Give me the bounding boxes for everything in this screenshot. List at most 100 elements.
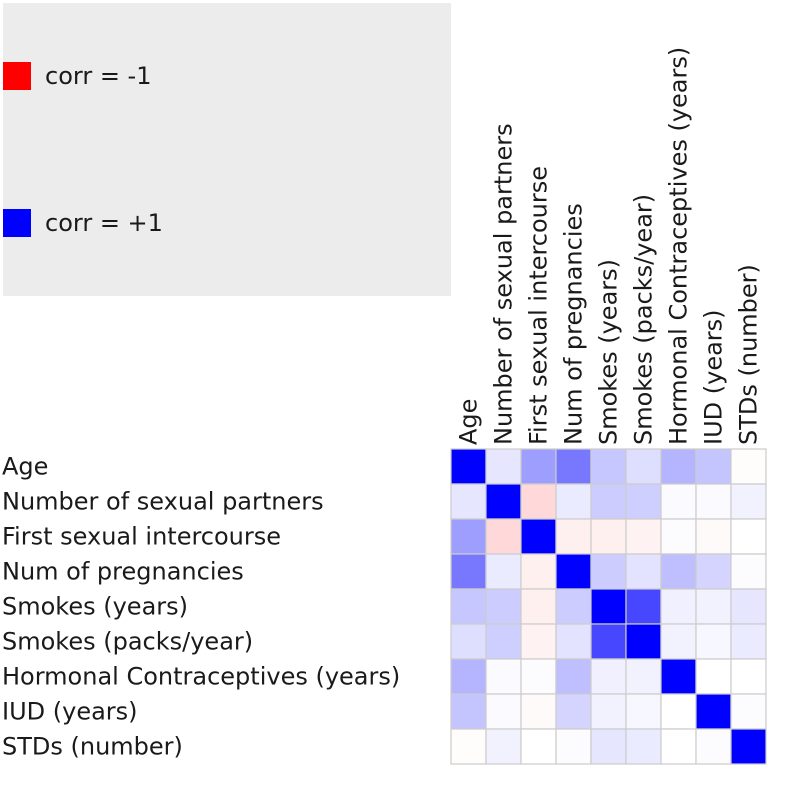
heatmap-cell-6-6	[660, 658, 697, 695]
heatmap-cell-8-8	[730, 728, 767, 765]
heatmap-cell-0-2	[520, 448, 557, 485]
legend: corr = -1 corr = +1	[3, 3, 451, 296]
col-label-age: Age	[455, 399, 483, 445]
heatmap-cell-5-1	[485, 623, 522, 660]
heatmap-cell-0-0	[450, 448, 487, 485]
heatmap-cell-8-5	[625, 728, 662, 765]
heatmap-cell-3-6	[660, 553, 697, 590]
heatmap-cell-7-3	[555, 693, 592, 730]
heatmap-cell-2-8	[730, 518, 767, 555]
heatmap-cell-5-7	[695, 623, 732, 660]
heatmap-cell-4-5	[625, 588, 662, 625]
heatmap-cell-6-1	[485, 658, 522, 695]
heatmap-cell-0-8	[730, 448, 767, 485]
heatmap-cell-6-7	[695, 658, 732, 695]
heatmap-cell-2-0	[450, 518, 487, 555]
heatmap-cell-2-1	[485, 518, 522, 555]
heatmap-cell-2-7	[695, 518, 732, 555]
row-label-stds-number: STDs (number)	[2, 733, 183, 761]
row-label-age: Age	[2, 453, 48, 481]
heatmap-cell-3-1	[485, 553, 522, 590]
row-label-smokes-packs-year: Smokes (packs/year)	[2, 628, 253, 656]
heatmap-cell-3-8	[730, 553, 767, 590]
row-label-iud-years: IUD (years)	[2, 698, 138, 726]
row-label-smokes-years: Smokes (years)	[2, 593, 188, 621]
heatmap-cell-5-8	[730, 623, 767, 660]
heatmap-cell-1-5	[625, 483, 662, 520]
heatmap-cell-8-4	[590, 728, 627, 765]
heatmap-cell-4-0	[450, 588, 487, 625]
heatmap-cell-2-3	[555, 518, 592, 555]
heatmap-cell-8-0	[450, 728, 487, 765]
heatmap-cell-1-0	[450, 483, 487, 520]
heatmap-cell-6-3	[555, 658, 592, 695]
heatmap-cell-1-1	[485, 483, 522, 520]
heatmap-cell-5-4	[590, 623, 627, 660]
heatmap-cell-1-4	[590, 483, 627, 520]
heatmap-cell-3-7	[695, 553, 732, 590]
heatmap-cell-0-4	[590, 448, 627, 485]
heatmap-cell-8-2	[520, 728, 557, 765]
heatmap-cell-5-6	[660, 623, 697, 660]
heatmap-cell-7-1	[485, 693, 522, 730]
col-label-smokes-years: Smokes (years)	[595, 259, 623, 445]
heatmap-cell-3-2	[520, 553, 557, 590]
heatmap-cell-7-7	[695, 693, 732, 730]
heatmap-cell-1-8	[730, 483, 767, 520]
heatmap-cell-6-0	[450, 658, 487, 695]
heatmap-cell-2-5	[625, 518, 662, 555]
heatmap-cell-4-6	[660, 588, 697, 625]
heatmap-cell-7-4	[590, 693, 627, 730]
heatmap-cell-8-3	[555, 728, 592, 765]
col-label-iud-years: IUD (years)	[700, 309, 728, 445]
heatmap-cell-0-7	[695, 448, 732, 485]
row-label-number-of-sexual-partners: Number of sexual partners	[2, 488, 324, 516]
col-label-stds-number: STDs (number)	[735, 264, 763, 445]
heatmap-cell-0-5	[625, 448, 662, 485]
heatmap-cell-2-2	[520, 518, 557, 555]
heatmap-cell-4-3	[555, 588, 592, 625]
heatmap-cell-7-8	[730, 693, 767, 730]
heatmap-cell-5-5	[625, 623, 662, 660]
heatmap-cell-4-2	[520, 588, 557, 625]
heatmap-cell-8-6	[660, 728, 697, 765]
heatmap-cell-2-4	[590, 518, 627, 555]
row-label-hormonal-contraceptives-years: Hormonal Contraceptives (years)	[2, 663, 400, 691]
heatmap-cell-4-4	[590, 588, 627, 625]
heatmap-cell-0-6	[660, 448, 697, 485]
heatmap-cell-6-8	[730, 658, 767, 695]
legend-label-negative: corr = -1	[45, 62, 152, 90]
heatmap-cell-1-2	[520, 483, 557, 520]
heatmap-cell-3-3	[555, 553, 592, 590]
heatmap-cell-8-1	[485, 728, 522, 765]
row-label-num-of-pregnancies: Num of pregnancies	[2, 558, 244, 586]
heatmap-cell-6-4	[590, 658, 627, 695]
heatmap-cell-0-1	[485, 448, 522, 485]
heatmap-cell-3-4	[590, 553, 627, 590]
legend-swatch-negative	[3, 62, 31, 90]
legend-swatch-positive	[3, 209, 31, 237]
heatmap-cell-6-2	[520, 658, 557, 695]
heatmap-cell-5-0	[450, 623, 487, 660]
heatmap-cell-5-2	[520, 623, 557, 660]
heatmap-cell-8-7	[695, 728, 732, 765]
row-label-first-sexual-intercourse: First sexual intercourse	[2, 523, 281, 551]
heatmap-cell-1-3	[555, 483, 592, 520]
heatmap-cell-4-1	[485, 588, 522, 625]
heatmap-cell-6-5	[625, 658, 662, 695]
heatmap-cell-3-0	[450, 553, 487, 590]
heatmap-cell-2-6	[660, 518, 697, 555]
heatmap-cell-4-8	[730, 588, 767, 625]
col-label-number-of-sexual-partners: Number of sexual partners	[490, 123, 518, 445]
heatmap-cell-7-2	[520, 693, 557, 730]
col-label-smokes-packs-year: Smokes (packs/year)	[630, 194, 658, 445]
heatmap-cell-1-6	[660, 483, 697, 520]
heatmap-cell-7-6	[660, 693, 697, 730]
heatmap-cell-1-7	[695, 483, 732, 520]
col-label-first-sexual-intercourse: First sexual intercourse	[525, 166, 553, 445]
heatmap-cell-0-3	[555, 448, 592, 485]
heatmap-cell-5-3	[555, 623, 592, 660]
heatmap-cell-7-0	[450, 693, 487, 730]
heatmap-cell-3-5	[625, 553, 662, 590]
